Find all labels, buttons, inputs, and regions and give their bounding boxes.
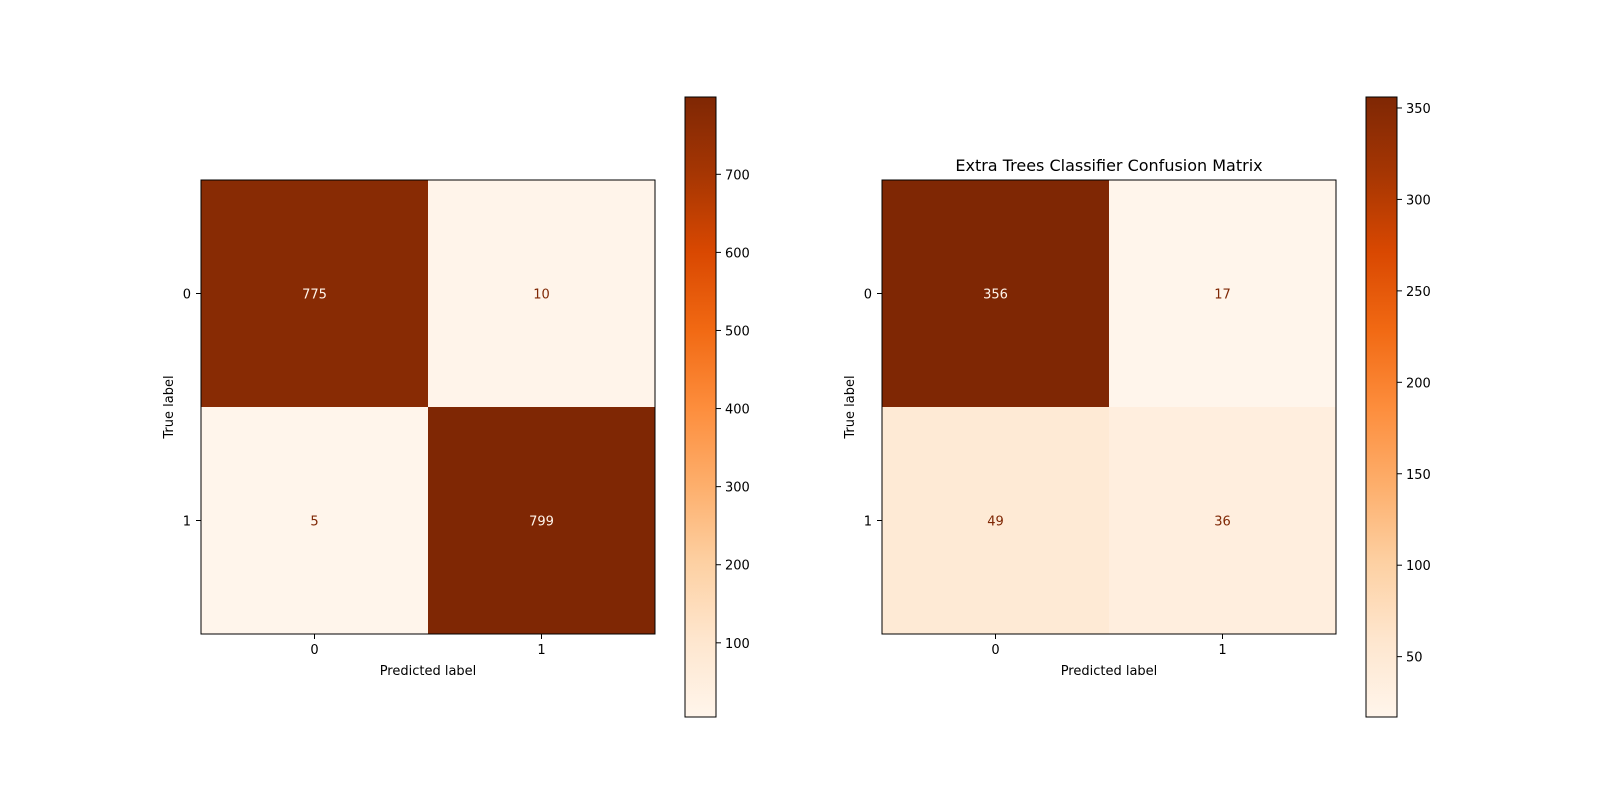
cell-value-0-1: 17 (1214, 288, 1231, 303)
panel-1-y-axis-label: True label (162, 375, 177, 439)
colorbar-tick-label: 300 (725, 481, 750, 496)
cell-value-0-0: 775 (302, 288, 327, 303)
y-tick-label: 1 (183, 515, 191, 530)
cell-value-1-0: 5 (310, 515, 318, 530)
colorbar-tick-label: 50 (1406, 651, 1423, 666)
panel-1-plot-frame (200, 179, 656, 635)
cell-value-1-0: 49 (987, 515, 1004, 530)
cell-0-1 (1109, 180, 1337, 408)
colorbar-tick-label: 350 (1406, 102, 1431, 117)
cell-0-1 (428, 180, 656, 408)
x-tick-label: 0 (310, 643, 318, 658)
panel-2-colorbar-frame (1365, 96, 1398, 718)
colorbar-tick-label: 300 (1406, 193, 1431, 208)
colorbar-tick-label: 100 (1406, 559, 1431, 574)
x-tick-label: 1 (1218, 643, 1226, 658)
colorbar-tick-label: 100 (725, 637, 750, 652)
panel-2-title: Extra Trees Classifier Confusion Matrix (955, 156, 1262, 175)
panel-2-y-axis-label: True label (843, 375, 858, 439)
colorbar-tick-label: 400 (725, 403, 750, 418)
colorbar-tick-label: 700 (725, 168, 750, 183)
panel-1-cells: 775 10 5 799 (201, 180, 656, 635)
panel-1-colorbar-gradient (685, 97, 716, 717)
colorbar-tick-label: 250 (1406, 285, 1431, 300)
cell-value-0-0: 356 (983, 288, 1008, 303)
y-tick-label: 1 (864, 515, 872, 530)
cell-0-0 (201, 180, 429, 408)
colorbar-tick-label: 150 (1406, 468, 1431, 483)
colorbar-tick-label: 200 (1406, 376, 1431, 391)
x-tick-label: 0 (991, 643, 999, 658)
colorbar-tick-label: 200 (725, 559, 750, 574)
colorbar-tick-label: 500 (725, 324, 750, 339)
panel-1-x-axis-label: Predicted label (380, 664, 477, 679)
panel-2-plot-frame (881, 179, 1337, 635)
panel-2-colorbar-ticks: 50 100 150 200 250 300 350 (1397, 102, 1431, 666)
cell-1-1 (1109, 407, 1337, 635)
panel-1-colorbar-frame (684, 96, 717, 718)
confusion-matrix-panel-2: Extra Trees Classifier Confusion Matrix … (843, 96, 1431, 718)
y-tick-label: 0 (864, 288, 872, 303)
cell-1-1 (428, 407, 656, 635)
x-tick-label: 1 (537, 643, 545, 658)
panel-2-cells: 356 17 49 36 (882, 180, 1337, 635)
colorbar-tick-label: 600 (725, 246, 750, 261)
panel-2-colorbar: 50 100 150 200 250 300 350 (1365, 96, 1431, 718)
cell-0-0 (882, 180, 1110, 408)
panel-2-colorbar-gradient (1366, 97, 1397, 717)
cell-value-1-1: 36 (1214, 515, 1231, 530)
cell-value-1-1: 799 (529, 515, 554, 530)
cell-value-0-1: 10 (533, 288, 550, 303)
panel-2-y-ticks: 01 (864, 288, 882, 530)
cell-1-0 (882, 407, 1110, 635)
panel-2-x-axis-label: Predicted label (1061, 664, 1158, 679)
cell-1-0 (201, 407, 429, 635)
panel-1-y-ticks: 01 (183, 288, 201, 530)
y-tick-label: 0 (183, 288, 191, 303)
panel-1-colorbar: 100 200 300 400 500 600 700 (684, 96, 750, 718)
panel-1-colorbar-ticks: 100 200 300 400 500 600 700 (716, 168, 750, 652)
